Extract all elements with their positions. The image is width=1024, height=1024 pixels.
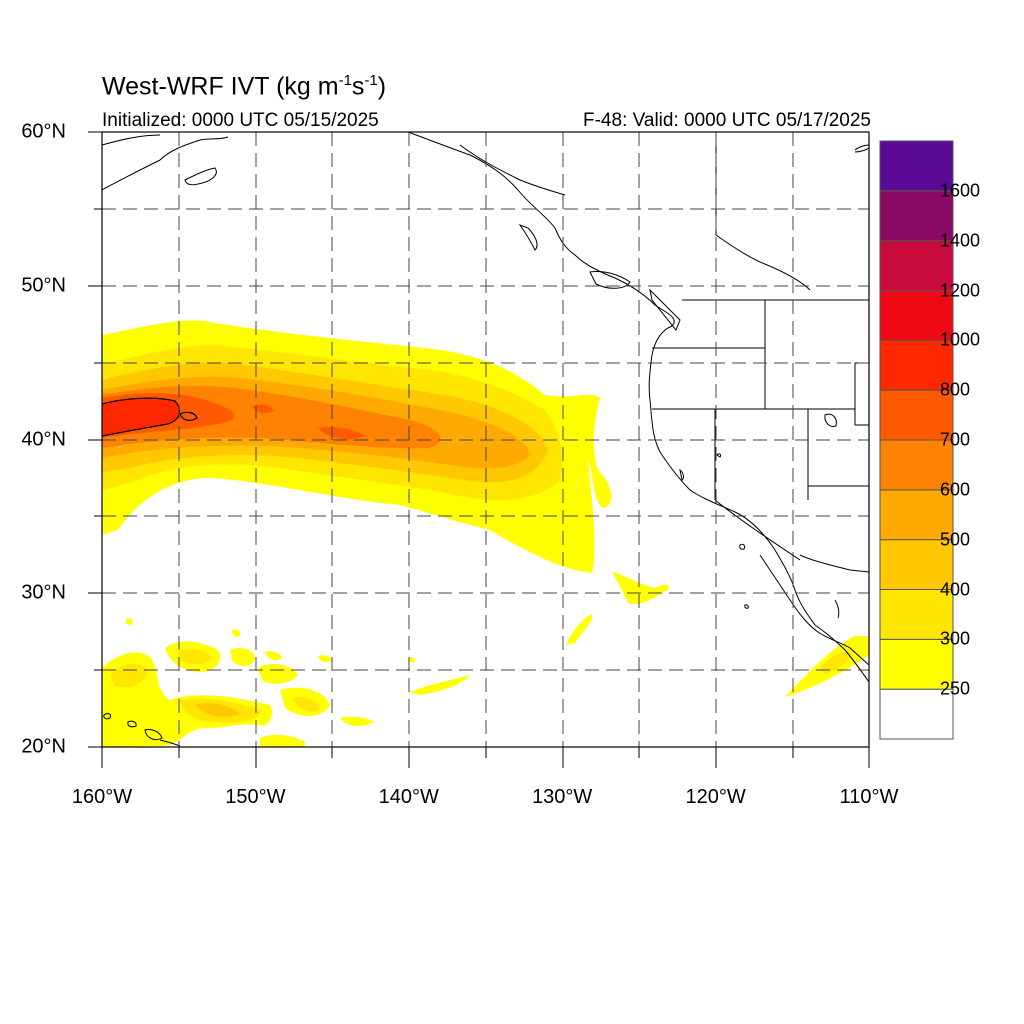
lat-label: 30°N [21, 581, 66, 604]
init-time-label: Initialized: 0000 UTC 05/15/2025 [102, 110, 379, 131]
colorbar [879, 140, 954, 740]
lon-label: 110°W [839, 786, 899, 808]
colorbar-tick-label: 800 [940, 379, 971, 400]
colorbar-tick-label: 600 [940, 479, 971, 500]
colorbar-tick-label: 1000 [940, 329, 981, 350]
colorbar-swatch [879, 140, 954, 192]
lat-label: 40°N [21, 428, 66, 450]
axis-ticks [88, 131, 870, 768]
valid-time-label: F-48: Valid: 0000 UTC 05/17/2025 [583, 110, 871, 131]
lon-label: 150°W [225, 786, 286, 808]
colorbar-swatch [879, 688, 954, 740]
colorbar-tick-label: 400 [940, 579, 971, 599]
colorbar-tick-label: 700 [940, 429, 971, 450]
colorbar-swatch [879, 589, 954, 640]
colorbar-tick-label: 300 [940, 628, 971, 649]
colorbar-swatch [879, 290, 954, 341]
political-boundaries [459, 144, 869, 573]
colorbar-swatch [879, 240, 954, 292]
colorbar-swatch [879, 439, 954, 491]
map-title: West-WRF IVT (kg m-1s-1) [102, 72, 387, 101]
ivt-band-800 [102, 398, 180, 436]
lon-label: 120°W [685, 786, 746, 808]
ivt-field [102, 132, 869, 747]
lat-label: 50°N [21, 274, 66, 297]
colorbar-tick-label: 1200 [940, 280, 981, 300]
lon-label: 160°W [71, 786, 133, 808]
colorbar-swatch [879, 190, 954, 242]
colorbar-tick-label: 250 [940, 678, 971, 699]
colorbar-tick-label: 1600 [940, 180, 981, 201]
map-gridlines [102, 132, 869, 747]
lat-label: 60°N [21, 120, 66, 143]
lat-label: 20°N [21, 735, 66, 758]
colorbar-tick-label: 1400 [940, 230, 981, 251]
colorbar-swatch [879, 638, 954, 690]
colorbar-tick-label: 500 [940, 529, 971, 550]
lon-label: 130°W [532, 786, 593, 808]
lon-label: 140°W [378, 786, 439, 808]
